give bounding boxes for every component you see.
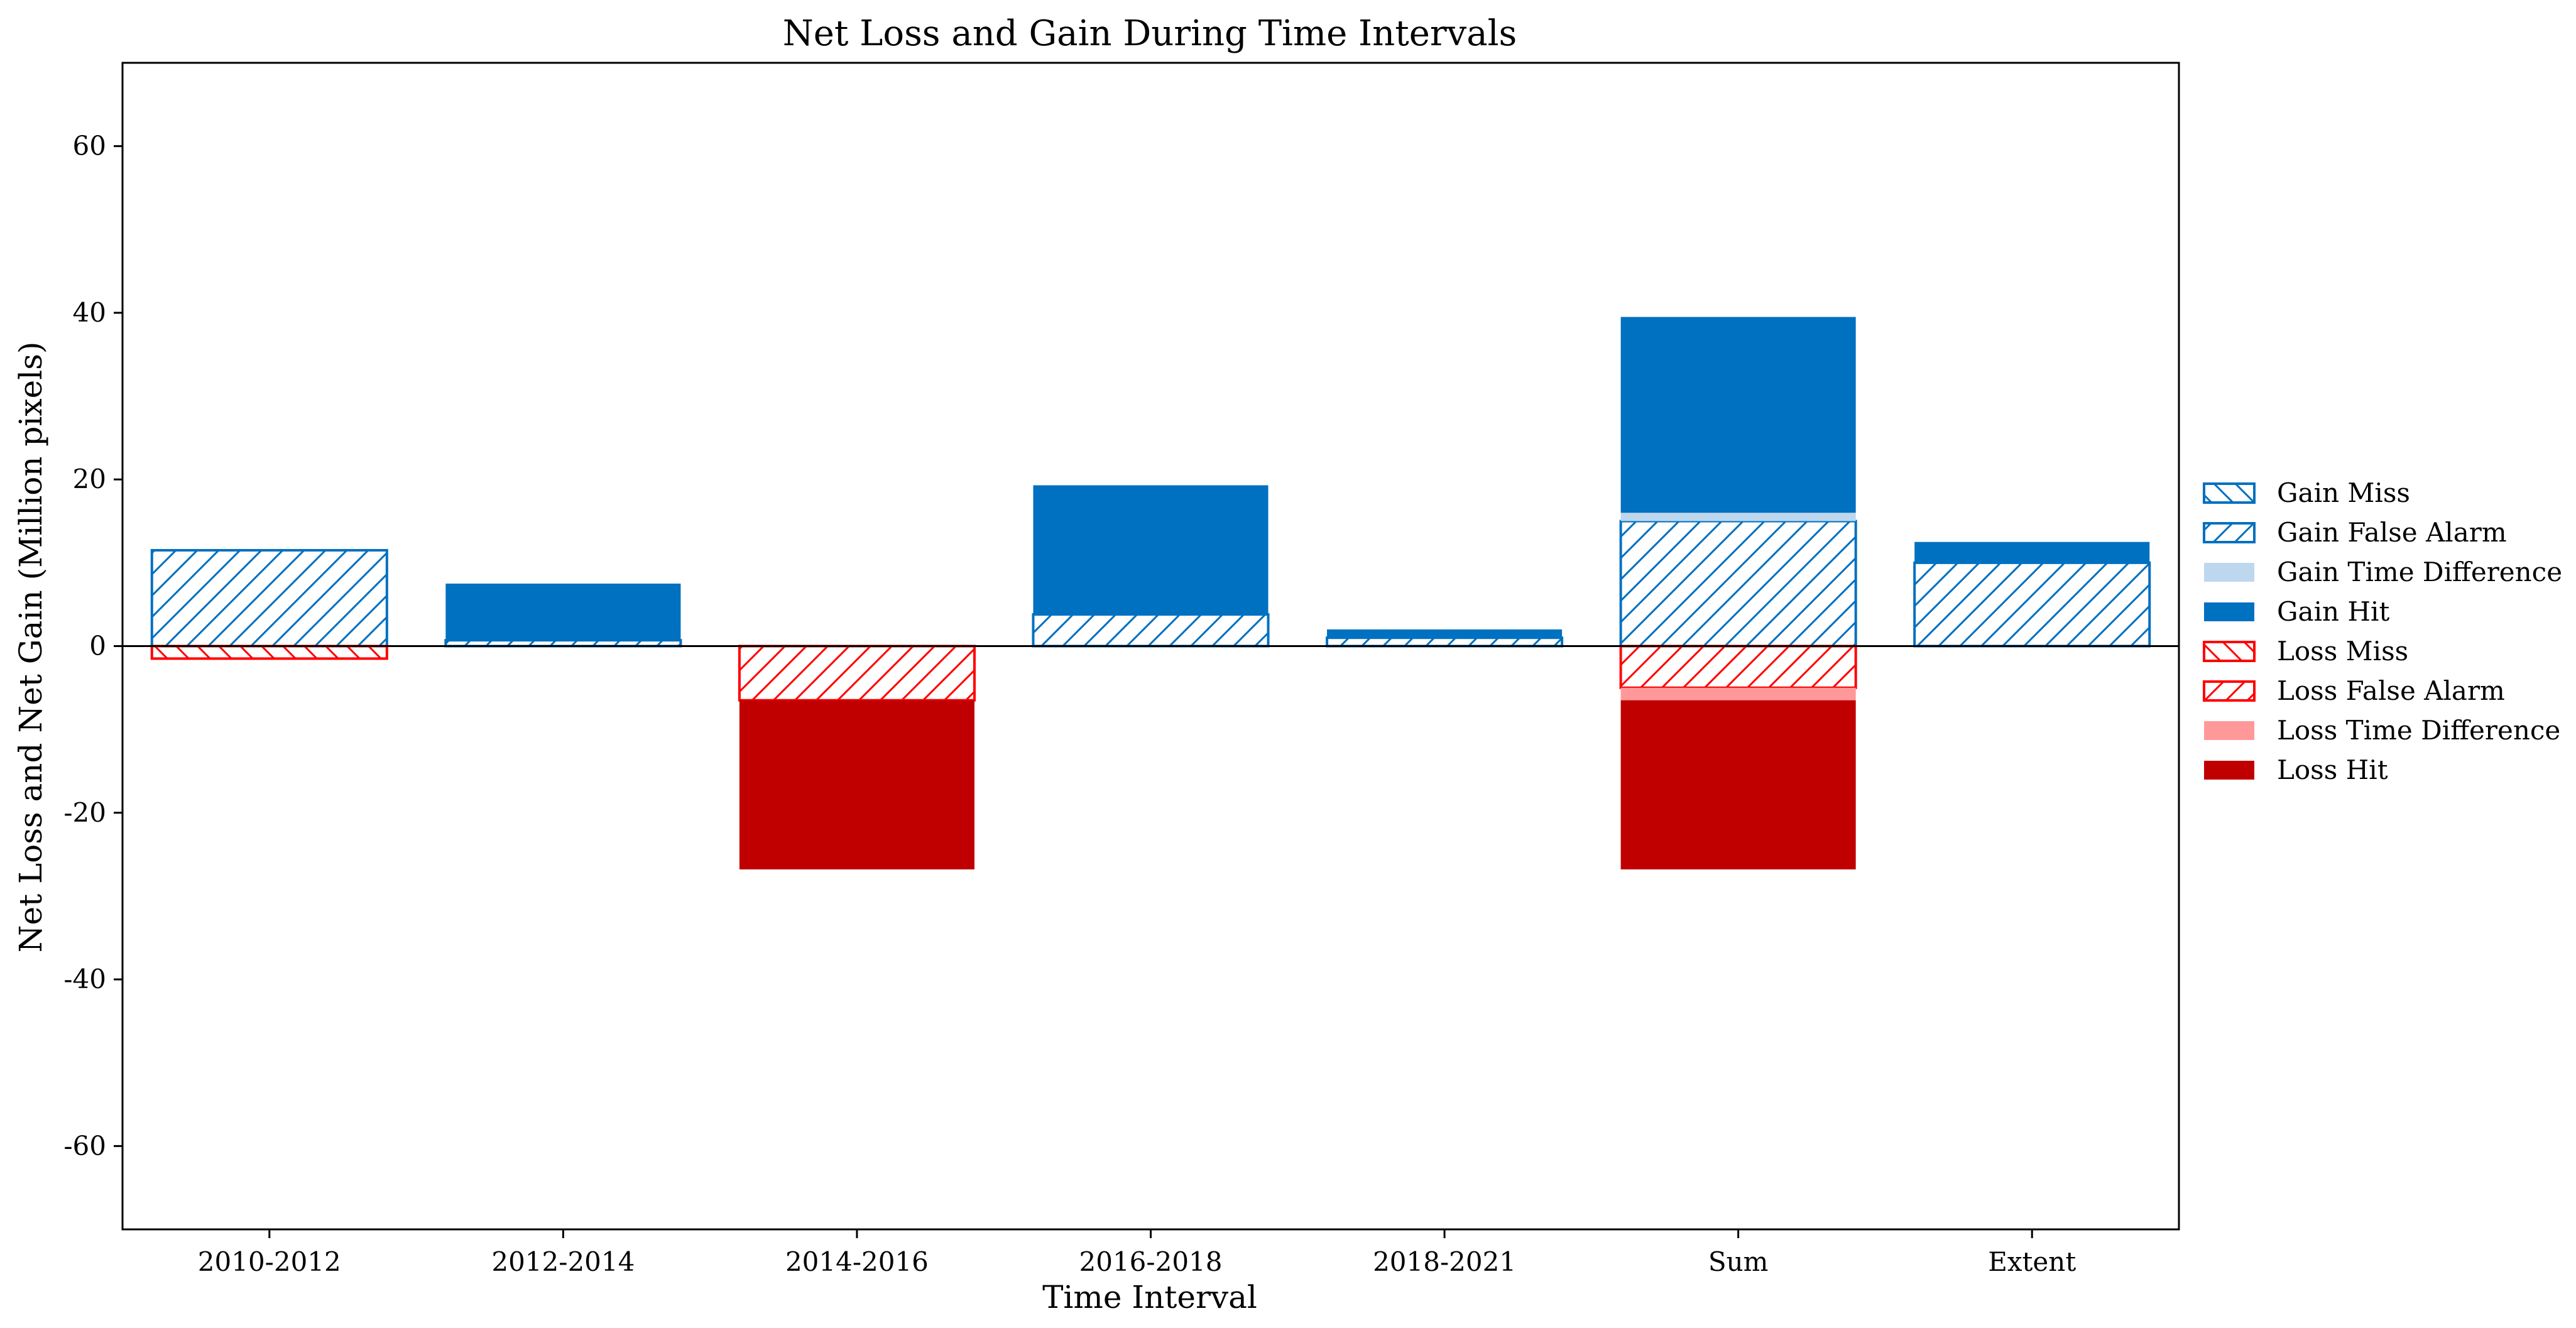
bar-gain-hit-sum [1620, 317, 1856, 513]
bar-gain-time-difference-sum [1620, 513, 1856, 521]
y-axis-ticks: -60 -40 -20 0 20 40 60 [63, 131, 123, 1161]
legend-label-loss-time-difference: Loss Time Difference [2277, 715, 2560, 746]
bar-gain-hit-extent [1914, 542, 2150, 563]
legend-swatch-loss-false-alarm [2203, 680, 2256, 702]
y-tick-label: -20 [63, 797, 106, 828]
bar-gain-hit-2012-2014 [445, 584, 681, 641]
y-tick-label: 40 [73, 297, 106, 328]
legend-swatch-gain-false-alarm [2203, 522, 2256, 543]
legend-label-gain-false-alarm: Gain False Alarm [2277, 517, 2507, 548]
bar-gain-false-alarm-2018-2021 [1326, 636, 1564, 648]
legend-label-loss-false-alarm: Loss False Alarm [2277, 675, 2505, 706]
y-tick-label: -60 [63, 1130, 106, 1161]
y-tick-label: 20 [73, 464, 106, 494]
bar-loss-hit-sum [1620, 700, 1856, 869]
legend-label-gain-time-difference: Gain Time Difference [2277, 557, 2562, 587]
bar-gain-false-alarm-2010-2012 [150, 548, 388, 648]
legend-swatch-loss-miss [2203, 641, 2256, 662]
x-axis-ticks: 2010-2012 2012-2014 2014-2016 2016-2018 2018… [198, 1229, 2076, 1277]
chart-title: Net Loss and Gain During Time Intervals [783, 13, 1517, 54]
y-tick-label: 0 [89, 631, 106, 661]
legend-label-loss-miss: Loss Miss [2277, 636, 2408, 667]
bar-gain-false-alarm-2016-2018 [1032, 613, 1270, 648]
bar-gain-false-alarm-sum [1619, 520, 1857, 648]
legend: Gain Miss Gain False Alarm Gain Time Diffe… [2203, 477, 2562, 785]
legend-swatch-loss-time-difference [2204, 721, 2254, 740]
bar-loss-hit-2014-2016 [739, 700, 974, 869]
y-tick-label: 60 [73, 131, 106, 161]
legend-label-gain-hit: Gain Hit [2277, 596, 2389, 627]
legend-label-loss-hit: Loss Hit [2277, 754, 2388, 785]
x-tick-label: 2012-2014 [491, 1246, 635, 1277]
bars-layer [150, 317, 2151, 869]
bar-gain-hit-2016-2018 [1033, 485, 1269, 615]
y-axis-title: Net Loss and Net Gain (Million pixels) [13, 342, 49, 953]
x-tick-label: 2018-2021 [1373, 1246, 1516, 1277]
bar-loss-false-alarm-sum [1619, 645, 1857, 689]
x-tick-label: Extent [1988, 1246, 2076, 1277]
legend-label-gain-miss: Gain Miss [2277, 477, 2410, 508]
legend-swatch-gain-miss [2203, 482, 2256, 504]
y-tick-label: -40 [63, 964, 106, 994]
bar-gain-hit-2018-2021 [1327, 629, 1563, 638]
bar-gain-false-alarm-extent [1913, 561, 2151, 648]
x-tick-label: 2016-2018 [1079, 1246, 1223, 1277]
bar-loss-miss-2010-2012 [150, 645, 388, 660]
x-tick-label: 2014-2016 [785, 1246, 929, 1277]
legend-swatch-gain-time-difference [2204, 563, 2254, 582]
legend-swatch-loss-hit [2204, 761, 2254, 780]
bar-loss-false-alarm-2014-2016 [738, 645, 976, 702]
x-tick-label: Sum [1708, 1246, 1769, 1277]
x-tick-label: 2010-2012 [198, 1246, 341, 1277]
bar-loss-time-difference-sum [1620, 687, 1856, 700]
legend-swatch-gain-hit [2204, 602, 2254, 621]
x-axis-title: Time Interval [1042, 1279, 1257, 1315]
